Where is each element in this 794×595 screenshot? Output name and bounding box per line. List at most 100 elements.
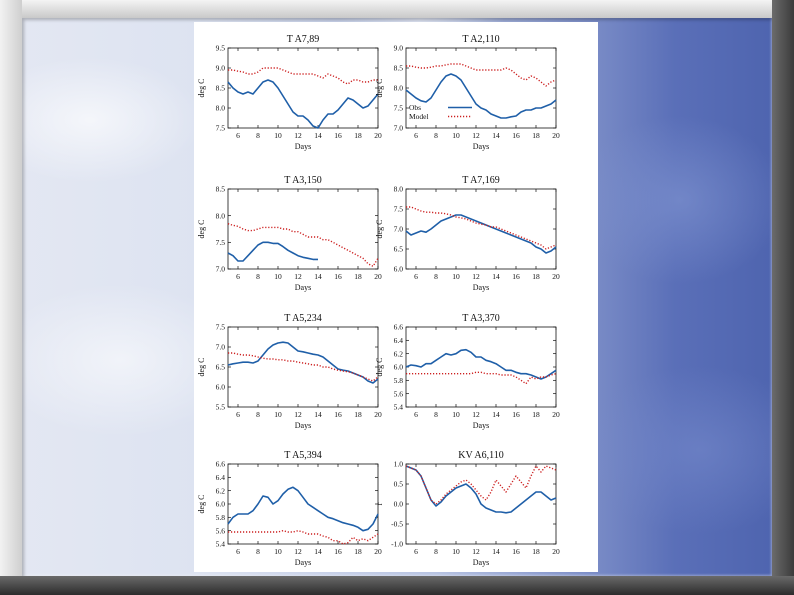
y-tick-label: 1.0 [394, 460, 404, 469]
y-tick-label: 6.4 [394, 336, 404, 345]
chart-4: T A7,169 6 8 10 12 14 16 18 20 6.0 6.5 7.0 7.5 8.0 Day… [375, 175, 560, 292]
series-line-obs [405, 73, 557, 119]
chart-title: T A5,394 [284, 450, 322, 461]
x-tick-label: 18 [532, 410, 540, 419]
x-tick-label: 16 [334, 547, 342, 556]
y-axis-label: deg C [197, 495, 206, 514]
y-tick-label: 6.0 [394, 265, 404, 274]
figure-panel: T A7,89 6 8 10 12 14 16 18 20 7.5 8.0 8.5 9.0 9.5 Days… [194, 22, 598, 572]
y-tick-label: 6.6 [216, 460, 226, 469]
y-tick-label: 8.0 [216, 104, 226, 113]
x-tick-label: 10 [452, 272, 460, 281]
x-tick-label: 16 [512, 272, 520, 281]
chart-3: T A3,150 6 8 10 12 14 16 18 20 7.0 7.5 8.0 8.5 Days de… [197, 175, 382, 292]
y-tick-label: 7.0 [394, 124, 404, 133]
x-tick-label: 10 [274, 272, 282, 281]
y-tick-label: 7.5 [216, 238, 226, 247]
series-line-model [227, 223, 379, 268]
x-axis-label: Days [295, 558, 311, 567]
legend-label-obs: Obs [409, 103, 421, 112]
x-tick-label: 14 [492, 131, 500, 140]
y-tick-label: 9.0 [216, 64, 226, 73]
y-tick-label: 6.2 [394, 349, 404, 358]
x-tick-label: 14 [492, 272, 500, 281]
x-tick-label: 6 [414, 131, 418, 140]
y-tick-label: 6.6 [394, 323, 404, 332]
y-tick-label: 6.5 [394, 245, 404, 254]
series-line-model [406, 206, 557, 250]
x-tick-label: 20 [374, 410, 382, 419]
chart-title: T A7,169 [462, 175, 500, 186]
chart-title: T A3,370 [462, 313, 500, 324]
y-tick-label: 0.5 [394, 480, 404, 489]
y-tick-label: 8.5 [216, 84, 226, 93]
y-tick-label: 6.4 [216, 473, 226, 482]
x-axis-label: Days [295, 142, 311, 151]
x-tick-label: 18 [354, 410, 362, 419]
y-axis-label: r [375, 502, 384, 505]
x-tick-label: 18 [532, 547, 540, 556]
x-tick-label: 20 [374, 547, 382, 556]
y-tick-label: 7.0 [216, 343, 226, 352]
y-tick-label: 6.2 [216, 486, 226, 495]
x-tick-label: 10 [274, 547, 282, 556]
y-tick-label: 7.5 [216, 124, 226, 133]
y-tick-label: 9.0 [394, 44, 404, 53]
x-tick-label: 16 [512, 547, 520, 556]
y-axis-label: deg C [375, 220, 384, 239]
series-line-model [405, 465, 557, 505]
x-tick-label: 14 [314, 272, 322, 281]
x-tick-label: 12 [294, 131, 302, 140]
x-axis-label: Days [473, 142, 489, 151]
chart-8: KV A6,110 6 8 10 12 14 16 18 20 -1.0 -0.5 0.0 0.5 1.0… [375, 450, 560, 567]
series-line-obs [405, 348, 557, 380]
series-line-model [406, 371, 557, 385]
chart-5: T A5,234 6 8 10 12 14 16 18 20 5.5 6.0 6.5 7.0 7.5 Day… [197, 313, 382, 430]
y-tick-label: 8.0 [216, 211, 226, 220]
x-tick-label: 6 [414, 410, 418, 419]
y-tick-label: 5.4 [216, 540, 226, 549]
y-axis-label: deg C [197, 358, 206, 377]
chart-title: T A7,89 [287, 34, 320, 45]
x-tick-label: 20 [552, 547, 560, 556]
chart-7: T A5,394 6 8 10 12 14 16 18 20 5.4 5.6 5.8 6.0 6.2 6.4… [197, 450, 382, 567]
series-line-obs [227, 486, 379, 532]
x-tick-label: 14 [314, 547, 322, 556]
x-tick-label: 6 [236, 272, 240, 281]
y-tick-label: 6.0 [216, 383, 226, 392]
y-tick-label: -0.5 [391, 520, 403, 529]
y-tick-label: 8.0 [394, 185, 404, 194]
x-tick-label: 12 [472, 272, 480, 281]
x-axis-label: Days [295, 421, 311, 430]
legend-label-model: Model [409, 112, 429, 121]
y-tick-label: 6.5 [216, 363, 226, 372]
x-tick-label: 12 [472, 547, 480, 556]
series-line-model [228, 67, 378, 85]
y-tick-label: 7.5 [394, 104, 404, 113]
series-line-model [406, 63, 557, 87]
x-tick-label: 6 [414, 547, 418, 556]
series-line-obs [405, 214, 557, 254]
x-tick-label: 20 [374, 131, 382, 140]
slide-frame-top [0, 0, 794, 18]
y-tick-label: -1.0 [391, 540, 403, 549]
x-tick-label: 10 [274, 410, 282, 419]
chart-title: T A5,234 [284, 313, 322, 324]
x-tick-label: 16 [334, 272, 342, 281]
y-tick-label: 5.8 [394, 376, 404, 385]
y-tick-label: 7.5 [216, 323, 226, 332]
y-tick-label: 5.5 [216, 403, 226, 412]
y-tick-label: 7.0 [394, 225, 404, 234]
x-tick-label: 10 [274, 131, 282, 140]
x-tick-label: 12 [472, 410, 480, 419]
series-line-model [228, 530, 379, 545]
x-tick-label: 14 [314, 131, 322, 140]
y-tick-label: 7.0 [216, 265, 226, 274]
series-line-obs [227, 241, 318, 262]
charts-svg: T A7,89 6 8 10 12 14 16 18 20 7.5 8.0 8.5 9.0 9.5 Days… [197, 34, 560, 567]
slide-frame-right [772, 0, 794, 595]
series-line-model [228, 352, 379, 382]
y-tick-label: 6.0 [394, 363, 404, 372]
x-tick-label: 18 [354, 131, 362, 140]
x-tick-label: 18 [532, 131, 540, 140]
